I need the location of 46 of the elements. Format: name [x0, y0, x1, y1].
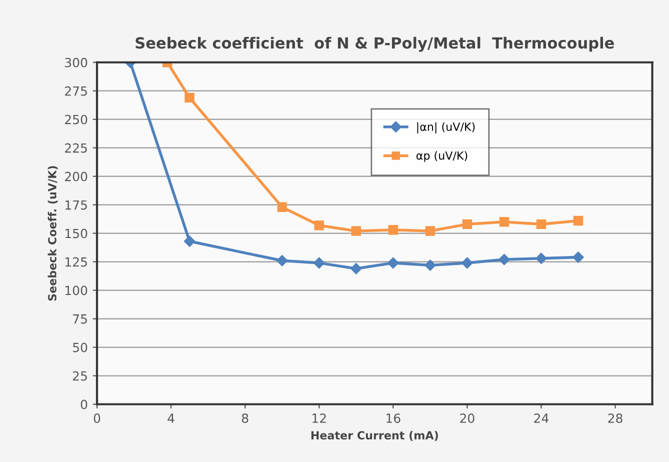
x-tick-label: 28 — [608, 414, 622, 423]
point — [350, 263, 362, 274]
legend-label: |αn| (uV/K) — [417, 122, 475, 134]
y-tick-label: 275 — [65, 86, 87, 96]
point — [277, 202, 287, 212]
point — [424, 260, 436, 271]
point — [276, 255, 288, 266]
point — [184, 236, 196, 247]
y-tick-label: 0 — [80, 400, 88, 410]
y-tick-label: 75 — [73, 314, 87, 324]
point — [351, 226, 361, 236]
x-axis-title: Heater Current (mA) — [311, 430, 438, 441]
point — [314, 220, 324, 230]
point — [572, 252, 584, 263]
y-tick-label: 50 — [73, 342, 88, 352]
y-tick-label: 150 — [65, 228, 88, 238]
x-tick-label: 16 — [386, 414, 400, 423]
x-tick-label: 4 — [168, 414, 174, 423]
point — [499, 217, 510, 227]
x-tick-label: 24 — [534, 414, 548, 423]
point — [536, 219, 546, 230]
y-tick-label: 225 — [65, 143, 87, 153]
point — [314, 257, 325, 269]
x-tick-label: 20 — [460, 414, 474, 423]
point — [388, 257, 399, 269]
y-tick-label: 125 — [65, 257, 87, 267]
point — [462, 257, 473, 269]
y-tick-label: 300 — [65, 58, 88, 68]
x-tick-label: 12 — [312, 414, 326, 423]
y-tick-label: 100 — [65, 286, 88, 296]
point — [498, 254, 510, 266]
point — [536, 252, 547, 264]
y-tick-label: 250 — [65, 114, 88, 124]
point — [462, 219, 472, 230]
chart-title: Seebeck coefficient of N & P-Poly/Metal Thermocouple — [136, 36, 614, 52]
point — [425, 226, 436, 236]
point — [573, 216, 584, 226]
y-tick-label: 25 — [72, 371, 87, 381]
point — [388, 225, 398, 235]
point — [184, 92, 194, 103]
legend-label: αp (uV/K) — [416, 151, 468, 162]
x-tick-label: 8 — [242, 414, 248, 423]
y-axis-title: Seebeck Coeff. (uV/K) — [48, 166, 58, 301]
y-tick-label: 175 — [65, 200, 87, 210]
x-tick-label: 0 — [94, 414, 100, 423]
y-tick-label: 200 — [65, 172, 88, 182]
